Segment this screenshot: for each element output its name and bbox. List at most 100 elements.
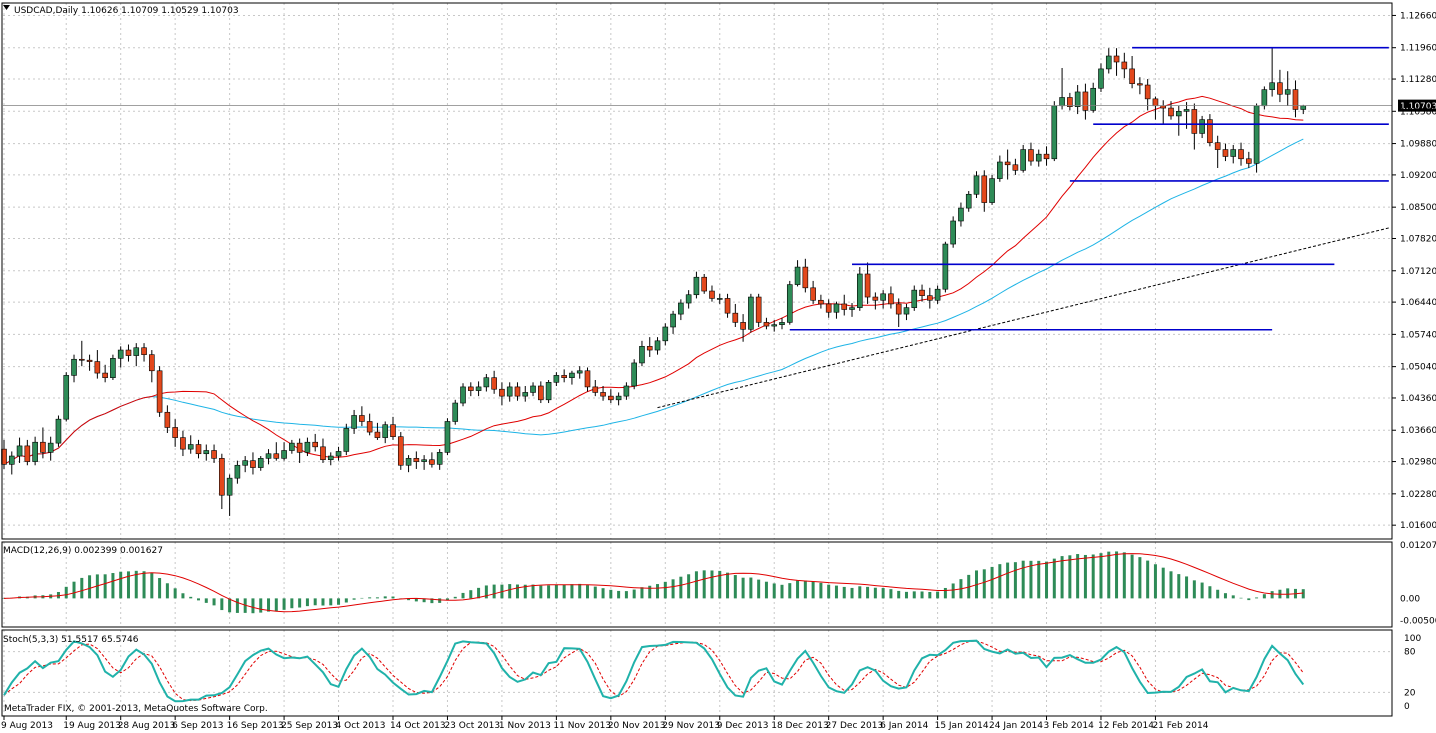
macd-bar: [904, 591, 908, 599]
macd-bar: [1146, 560, 1150, 599]
date-tick-label: 23 Oct 2013: [444, 721, 500, 731]
trendline: [657, 227, 1389, 409]
candle: [506, 386, 513, 397]
pane-frame: [1, 541, 1393, 628]
macd-bar: [523, 584, 527, 599]
macd-bar: [344, 598, 348, 603]
candle: [1238, 149, 1244, 160]
candle: [141, 347, 147, 355]
macd-bar: [56, 591, 60, 599]
candle: [156, 370, 163, 413]
copyright: MetaTrader FIX, © 2001-2013, MetaQuotes …: [4, 704, 268, 714]
macd-bar: [1068, 555, 1072, 599]
candle: [94, 361, 101, 374]
macd-bar: [1122, 552, 1126, 599]
macd-bar: [267, 598, 271, 612]
macd-bar: [726, 572, 730, 599]
candle: [491, 377, 497, 390]
macd-bar: [990, 566, 994, 599]
candle: [1082, 91, 1089, 111]
macd-bar: [298, 598, 302, 608]
candle: [1191, 109, 1198, 134]
price-pane: [1, 46, 1392, 516]
candle: [545, 382, 552, 401]
macd-bar: [407, 598, 411, 601]
date-tick-label: 27 Dec 2013: [826, 721, 884, 731]
candle: [678, 302, 684, 315]
candle: [32, 441, 38, 462]
macd-bar: [1037, 560, 1041, 599]
macd-bar: [1153, 564, 1157, 599]
macd-bar: [414, 598, 418, 602]
macd-label: MACD(12,26,9) 0.002399 0.001627: [3, 546, 163, 556]
candle: [670, 313, 676, 328]
macd-bar: [1262, 594, 1266, 599]
candle: [950, 220, 956, 245]
candle: [919, 289, 925, 296]
candle: [771, 324, 778, 327]
candle: [374, 431, 381, 438]
candle: [172, 427, 178, 438]
macd-bar: [632, 589, 636, 599]
candle: [273, 453, 280, 459]
candle: [1284, 89, 1291, 95]
candle: [47, 442, 54, 453]
candle: [522, 392, 529, 397]
moving-average-slow: [3, 138, 1304, 465]
candle: [1292, 89, 1299, 110]
macd-bar: [749, 577, 753, 599]
macd-bar: [1270, 591, 1274, 599]
candle: [1160, 105, 1167, 109]
candle: [888, 293, 894, 305]
macd-bar: [928, 591, 932, 599]
axes: 1.10703 1.12660 1.11960 1.11280 1.10580 1.098…: [1, 11, 1436, 731]
stoch-tick-label: 100: [1404, 634, 1421, 644]
candle: [304, 441, 311, 453]
macd-bar: [1177, 574, 1181, 599]
price-tick-label: 1.09880: [1400, 140, 1436, 150]
macd-bar: [764, 581, 768, 599]
candle: [755, 296, 762, 323]
candle: [1183, 109, 1190, 112]
candle: [662, 326, 669, 342]
macd-bar: [80, 577, 84, 599]
candle: [226, 477, 233, 496]
candle: [693, 276, 700, 296]
candle: [499, 388, 505, 397]
macd-bar: [251, 598, 255, 614]
candle: [1300, 105, 1307, 110]
macd-bar: [1216, 589, 1220, 599]
candle: [1168, 107, 1174, 117]
macd-bar: [780, 584, 784, 599]
candle: [436, 452, 443, 465]
macd-bar: [547, 585, 551, 599]
date-tick-label: 4 Oct 2013: [336, 721, 386, 731]
macd-bar: [920, 591, 924, 599]
candle: [716, 298, 723, 300]
candle: [608, 395, 614, 401]
stochastic-pane: [3, 639, 1305, 703]
chart-header: USDCAD,Daily 1.10626 1.10709 1.10529 1.1…: [14, 6, 239, 16]
macd-bar: [539, 585, 543, 599]
candle: [55, 418, 62, 444]
candle: [452, 402, 459, 422]
macd-bar: [1208, 586, 1212, 599]
macd-bar: [1021, 560, 1025, 599]
macd-bar: [305, 598, 309, 607]
candle: [1020, 149, 1026, 171]
macd-bar: [1052, 558, 1056, 599]
candle: [195, 444, 202, 455]
candle: [413, 458, 420, 462]
moving-average-fast: [3, 95, 1304, 465]
candle: [1261, 89, 1268, 107]
price-tick-label: 1.04360: [1400, 394, 1436, 404]
macd-bar: [889, 589, 893, 599]
candle: [1199, 119, 1205, 134]
date-tick-label: 15 Jan 2014: [935, 721, 989, 731]
macd-bar: [593, 586, 597, 599]
candle: [1269, 82, 1275, 90]
stoch-label: Stoch(5,3,3) 51.5517 65.5746: [3, 635, 139, 645]
macd-bar: [189, 596, 193, 599]
macd-bar: [352, 598, 356, 600]
date-tick-label: 16 Sep 2013: [227, 721, 284, 731]
